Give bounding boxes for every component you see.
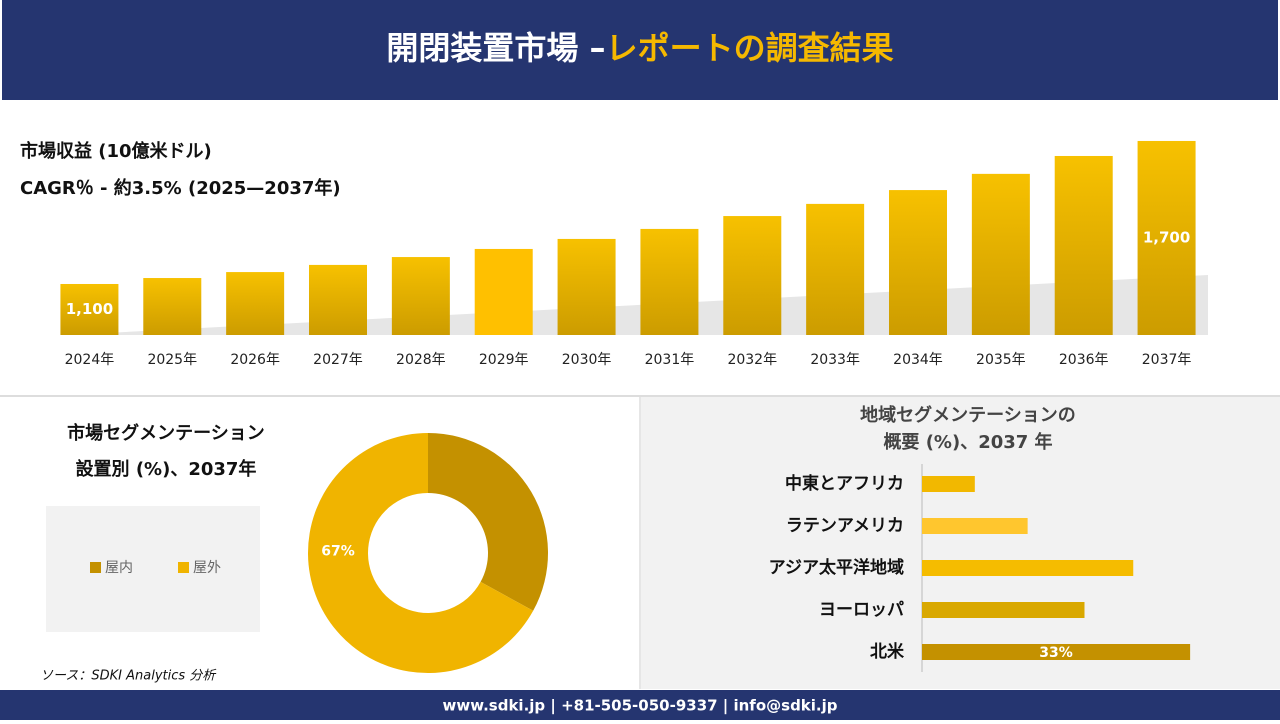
x-tick-label: 2025年 (147, 352, 197, 368)
data-label: 67% (321, 544, 355, 560)
header-band (2, 0, 1278, 100)
title-main: 開閉装置市場 – (386, 29, 605, 67)
x-tick-label: 2024年 (65, 352, 115, 368)
bar (806, 203, 865, 335)
region-panel (641, 397, 1280, 689)
x-tick-label: 2037年 (1142, 352, 1192, 368)
x-tick-label: 2029年 (479, 352, 529, 368)
legend-box (46, 506, 260, 632)
chart-title: 設置別 (%)、2037年 (76, 458, 257, 480)
bar (723, 216, 782, 335)
bar (922, 518, 1028, 534)
chart-title: 地域セグメンテーションの (860, 404, 1076, 426)
bar (922, 476, 975, 492)
legend-swatch (90, 562, 101, 573)
source: ソース：SDKI Analytics 分析 (40, 669, 217, 684)
bar (1137, 140, 1196, 335)
y-tick-label: 北米 (870, 641, 905, 662)
x-tick-label: 2031年 (645, 352, 695, 368)
legend-label: 屋外 (193, 560, 221, 576)
bar (971, 173, 1030, 335)
x-tick-label: 2036年 (1059, 352, 1109, 368)
x-tick-label: 2026年 (230, 352, 280, 368)
chart-title: 概要 (%)、2037 年 (883, 431, 1052, 453)
bar (922, 602, 1085, 618)
data-label: 1,700 (1143, 228, 1190, 246)
pie-slice (428, 433, 548, 611)
footer-band (0, 690, 1280, 720)
bar (557, 238, 616, 335)
title-highlight: レポートの調査結果 (606, 29, 894, 67)
legend-swatch (178, 562, 189, 573)
y-tick-label: ラテンアメリカ (786, 516, 904, 536)
y-tick-label: ヨーロッパ (819, 600, 904, 620)
bar (1054, 155, 1113, 335)
legend-label: 屋内 (105, 560, 133, 576)
bar (226, 272, 285, 335)
bar (922, 644, 1191, 660)
x-tick-label: 2032年 (727, 352, 777, 368)
x-tick-label: 2030年 (562, 352, 612, 368)
data-label: 33% (1039, 645, 1073, 661)
bar (60, 283, 119, 335)
x-tick-label: 2033年 (810, 352, 860, 368)
x-tick-label: 2035年 (976, 352, 1026, 368)
x-tick-label: 2027年 (313, 352, 363, 368)
bar (309, 264, 367, 335)
y-tick-label: 中東とアフリカ (785, 473, 904, 494)
bar (143, 278, 202, 335)
data-label: 1,100 (66, 300, 113, 318)
footer: www.sdki.jp | +81-505-050-9337 | info@sd… (442, 697, 837, 716)
header-title: 開閉装置市場 –レポートの調査結果 (386, 29, 893, 67)
x-tick-label: 2034年 (893, 352, 943, 368)
bar (889, 190, 947, 335)
pie-slice (308, 433, 534, 673)
chart-title: 市場セグメンテーション (67, 422, 265, 444)
chart-subtitle: CAGR％ - 約3.5% (2025—2037年) (20, 177, 341, 199)
bar (640, 228, 699, 335)
bar (474, 248, 533, 335)
chart-title: 市場収益 (10億米ドル) (20, 140, 212, 162)
x-tick-label: 2028年 (396, 352, 446, 368)
bar (391, 257, 450, 335)
y-tick-label: アジア太平洋地域 (769, 557, 904, 578)
bar (922, 560, 1134, 576)
